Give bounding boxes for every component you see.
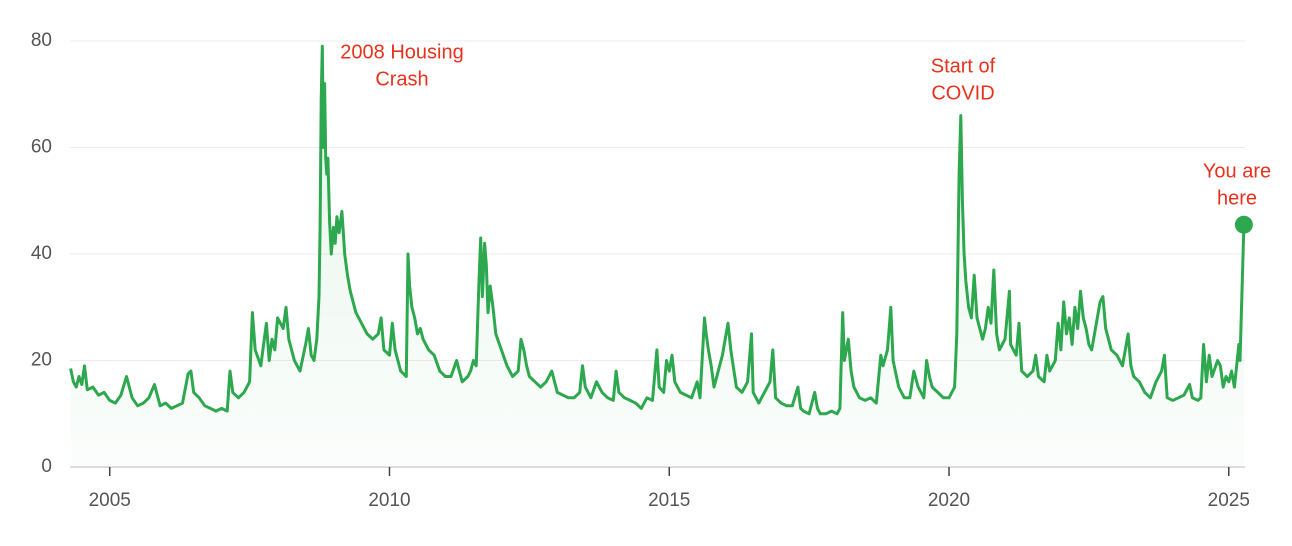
y-tick-label: 20 xyxy=(31,350,52,371)
x-tick-label: 2010 xyxy=(368,490,410,511)
end-marker xyxy=(1234,215,1253,234)
y-tick-label: 60 xyxy=(31,137,52,158)
annotation: Crash xyxy=(375,68,428,90)
annotation: You are xyxy=(1203,160,1271,182)
y-tick-label: 40 xyxy=(31,243,52,264)
y-tick-label: 80 xyxy=(31,30,52,51)
annotation: here xyxy=(1217,187,1257,209)
x-tick-label: 2020 xyxy=(928,490,970,511)
annotation: COVID xyxy=(931,82,994,104)
y-tick-label: 0 xyxy=(41,456,52,477)
area-fill xyxy=(70,46,1244,468)
x-tick-label: 2015 xyxy=(648,490,690,511)
x-tick-label: 2005 xyxy=(89,490,131,511)
annotation: 2008 Housing xyxy=(340,41,463,63)
x-tick-label: 2025 xyxy=(1208,490,1250,511)
line xyxy=(69,44,1246,416)
annotation: Start of xyxy=(931,55,996,77)
